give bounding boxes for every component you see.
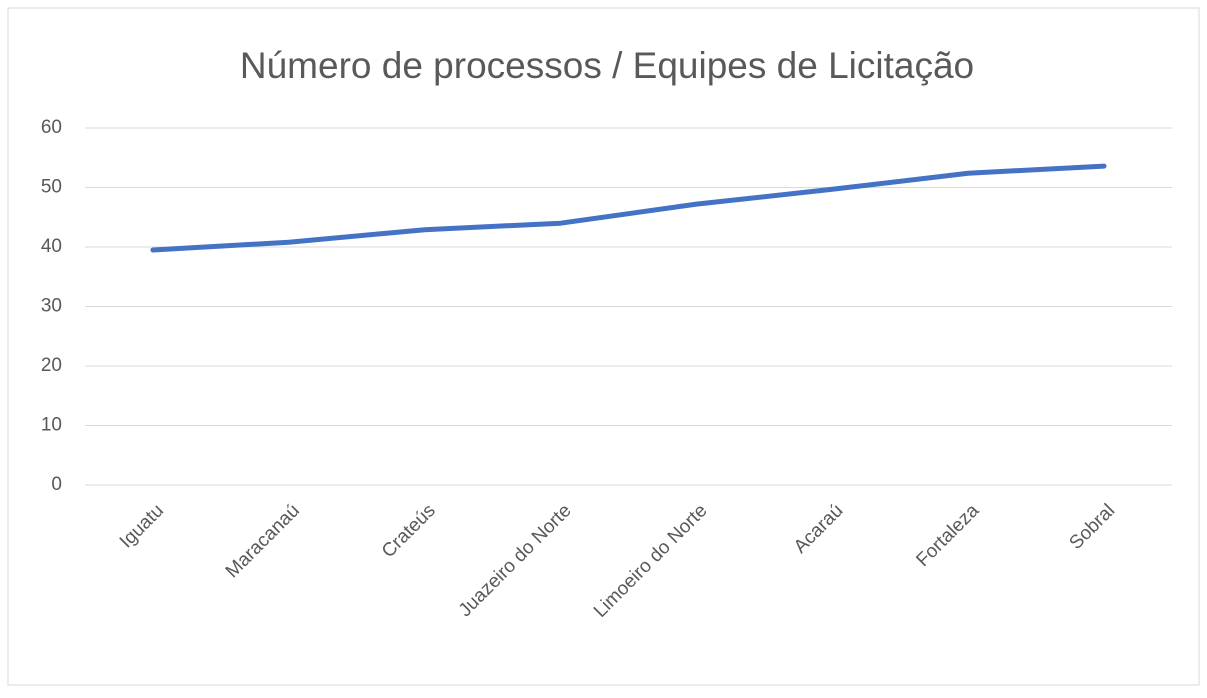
y-tick-label: 10 (41, 415, 62, 436)
y-tick-label: 20 (41, 355, 62, 376)
chart-title: Número de processos / Equipes de Licitaç… (240, 45, 974, 86)
y-tick-label: 0 (51, 474, 62, 495)
chart-border (7, 7, 1200, 686)
data-line (150, 163, 1107, 253)
y-tick-label: 50 (41, 177, 62, 198)
y-tick-label: 60 (41, 117, 62, 138)
y-tick-label: 30 (41, 296, 62, 317)
y-tick-label: 40 (41, 236, 62, 257)
